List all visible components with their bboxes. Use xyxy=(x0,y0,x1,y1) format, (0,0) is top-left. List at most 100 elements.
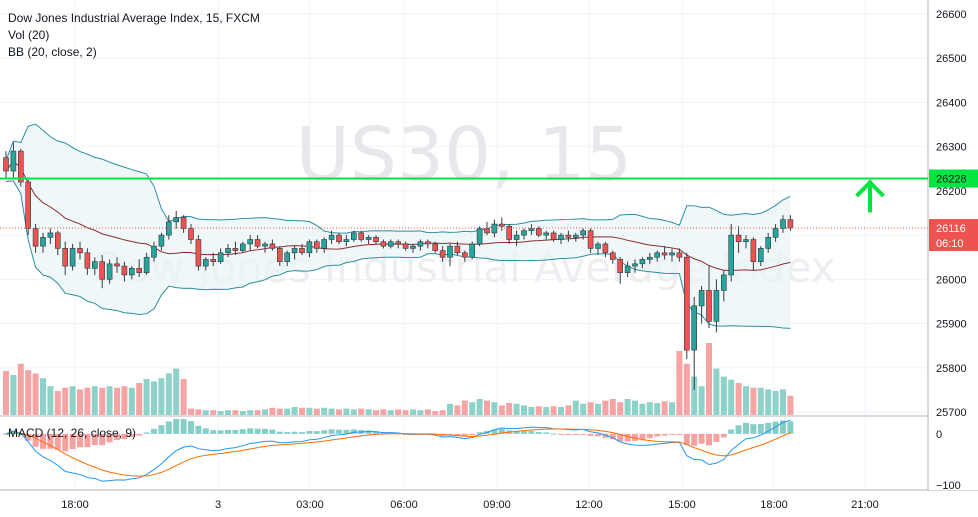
candle-body xyxy=(151,245,157,258)
candle-body xyxy=(498,223,505,227)
macd-histogram-bar xyxy=(321,430,328,434)
candles xyxy=(3,142,794,390)
volume-bar xyxy=(646,402,653,415)
macd-histogram-bar xyxy=(639,433,646,440)
macd-histogram-bar xyxy=(632,433,638,441)
legend-macd[interactable]: MACD (12, 26, close, 9) xyxy=(8,426,137,440)
volume-bar xyxy=(469,402,476,415)
candle-body xyxy=(780,219,786,229)
candle-body xyxy=(195,239,202,267)
volume-bar xyxy=(291,407,298,415)
macd-histogram-bar xyxy=(77,433,83,448)
volume-bar xyxy=(713,368,720,415)
candle-body xyxy=(461,252,468,258)
candle-body xyxy=(203,259,209,267)
volume-bar xyxy=(151,381,157,415)
candle-body xyxy=(358,232,365,240)
price-tick-label: 26500 xyxy=(936,53,967,65)
volume-bar xyxy=(550,406,557,415)
candle-body xyxy=(617,259,624,273)
macd-histogram-bar xyxy=(743,422,749,434)
candle-body xyxy=(129,267,135,276)
macd-histogram-bar xyxy=(491,429,498,434)
time-tick-label: 18:00 xyxy=(760,499,788,511)
candle-body xyxy=(173,217,179,223)
macd-histogram-bar xyxy=(254,428,261,434)
macd-histogram-bar xyxy=(765,422,772,434)
candle-body xyxy=(306,241,313,254)
volume-bar xyxy=(432,411,439,415)
candle-body xyxy=(772,228,779,238)
candle-body xyxy=(3,157,9,172)
macd-histogram-bar xyxy=(602,433,609,438)
candle-body xyxy=(602,243,609,254)
candle-body xyxy=(491,223,498,234)
macd-histogram-bar xyxy=(350,429,357,434)
volume-bar xyxy=(313,408,320,415)
macd-histogram-bar xyxy=(210,430,217,434)
volume-bar xyxy=(609,399,616,415)
volume-bar xyxy=(654,403,661,415)
candle-body xyxy=(572,234,579,238)
candle-body xyxy=(54,232,61,249)
macd-histogram-bar xyxy=(498,428,505,434)
macd-histogram-bar xyxy=(291,431,298,434)
candle-body xyxy=(121,265,128,276)
volume-bar xyxy=(765,389,772,415)
price-tick-label: 25700 xyxy=(936,407,967,419)
macd-histogram-bar xyxy=(99,433,106,446)
legend-volume[interactable]: Vol (20) xyxy=(8,28,50,42)
candle-body xyxy=(447,245,453,258)
volume-bar xyxy=(254,410,261,415)
candle-body xyxy=(410,245,416,249)
level-price-label: 26228 xyxy=(936,174,967,186)
candle-body xyxy=(750,239,757,262)
volume-bar xyxy=(40,378,46,415)
legend-title[interactable]: Dow Jones Industrial Average Index, 15, … xyxy=(8,11,260,25)
macd-histogram-bar xyxy=(151,428,157,434)
volume-bar xyxy=(180,379,187,415)
legend-bollinger[interactable]: BB (20, close, 2) xyxy=(8,45,97,59)
volume-bar xyxy=(728,379,735,415)
volume-bar xyxy=(424,409,431,415)
candle-body xyxy=(254,239,261,247)
candle-body xyxy=(143,256,150,274)
candle-body xyxy=(550,232,557,240)
volume-bar xyxy=(506,403,513,415)
volume-bar xyxy=(343,408,350,415)
macd-histogram-bar xyxy=(676,433,683,435)
volume-bar xyxy=(380,409,387,415)
macd-histogram-bar xyxy=(239,429,246,434)
candle-body xyxy=(528,228,535,231)
macd-histogram-bar xyxy=(195,425,202,434)
volume-bar xyxy=(99,387,106,415)
macd-histogram-bar xyxy=(543,432,550,434)
candle-body xyxy=(225,248,231,254)
candle-body xyxy=(17,150,24,183)
macd-histogram-bar xyxy=(654,433,661,437)
volume-bar xyxy=(387,410,394,415)
macd-histogram-bar xyxy=(343,429,350,434)
last-price-label: 26116 xyxy=(936,223,966,235)
volume-bar xyxy=(757,387,764,415)
volume-bar xyxy=(276,408,283,415)
last-price-tag xyxy=(929,219,978,252)
candle-body xyxy=(691,305,698,351)
candle-body xyxy=(787,219,794,229)
macd-histogram-bar xyxy=(757,423,764,434)
volume-bar xyxy=(239,411,246,415)
volume-bar xyxy=(639,403,646,415)
volume-bar xyxy=(565,405,572,415)
macd-histogram-bar xyxy=(25,433,32,441)
candle-body xyxy=(521,230,527,236)
volume-bar xyxy=(336,409,342,415)
macd-histogram-bar xyxy=(217,430,224,434)
volume-bar xyxy=(683,363,690,415)
macd-histogram-bar xyxy=(713,433,720,442)
macd-histogram-bar xyxy=(232,429,239,434)
volume-bar xyxy=(284,408,291,415)
volume-bar xyxy=(624,399,631,415)
time-tick-label: 09:00 xyxy=(483,499,511,511)
candle-body xyxy=(654,252,661,258)
